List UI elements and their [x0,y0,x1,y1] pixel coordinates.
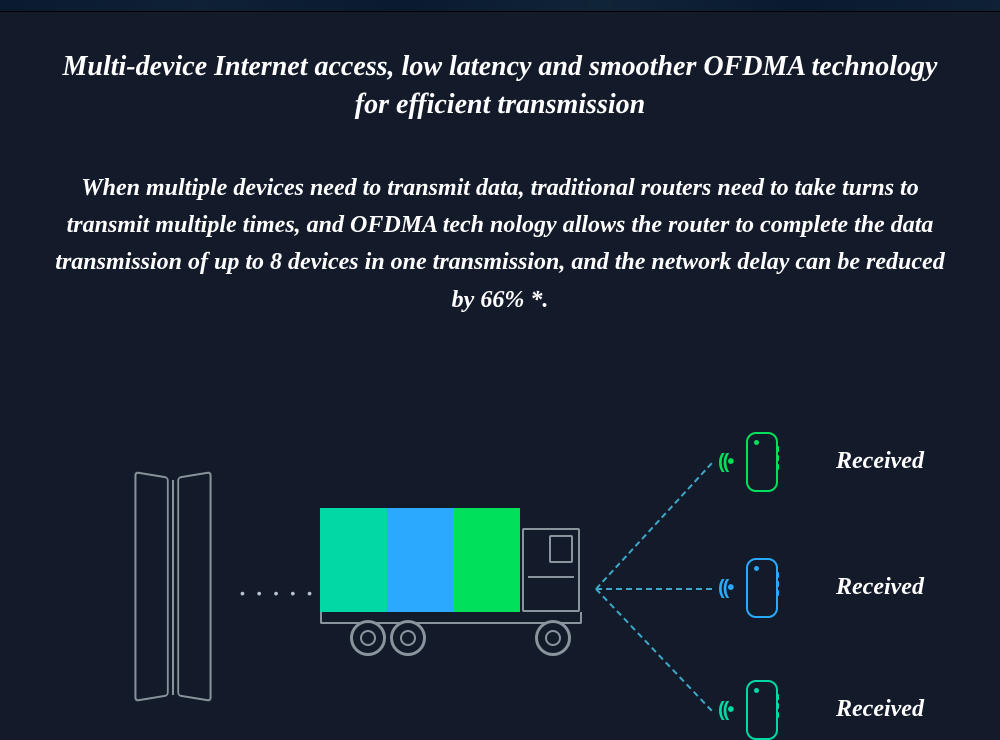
cargo-block-1 [320,508,387,613]
headline-text: Multi-device Internet access, low latenc… [50,48,950,124]
device-1: ((• [718,432,778,492]
phone-icon [746,432,778,492]
signal-ray [595,588,712,711]
received-label-2: Received [836,574,924,601]
received-label-3: Received [836,696,924,723]
device-2: ((• [718,558,778,618]
router-icon [134,470,212,705]
truck-wheel [350,620,386,656]
device-3: ((• [718,680,778,740]
phone-icon [746,558,778,618]
truck-cab [522,528,580,612]
body-text: When multiple devices need to transmit d… [50,170,950,319]
cargo-block-2 [387,508,454,613]
phone-icon [746,680,778,740]
truck-wheel [535,620,571,656]
wifi-icon: ((• [718,451,732,474]
received-label-1: Received [836,448,924,475]
cargo-block-3 [453,508,520,613]
wifi-icon: ((• [718,577,732,600]
truck-icon [320,508,590,668]
signal-ray [595,462,712,589]
top-strip [0,0,1000,12]
wifi-icon: ((• [718,699,732,722]
ofdma-diagram: • • • • • • • • ((•Received((•Received((… [0,410,1000,720]
truck-wheel [390,620,426,656]
truck-cargo [320,508,520,613]
signal-ray [596,588,712,590]
